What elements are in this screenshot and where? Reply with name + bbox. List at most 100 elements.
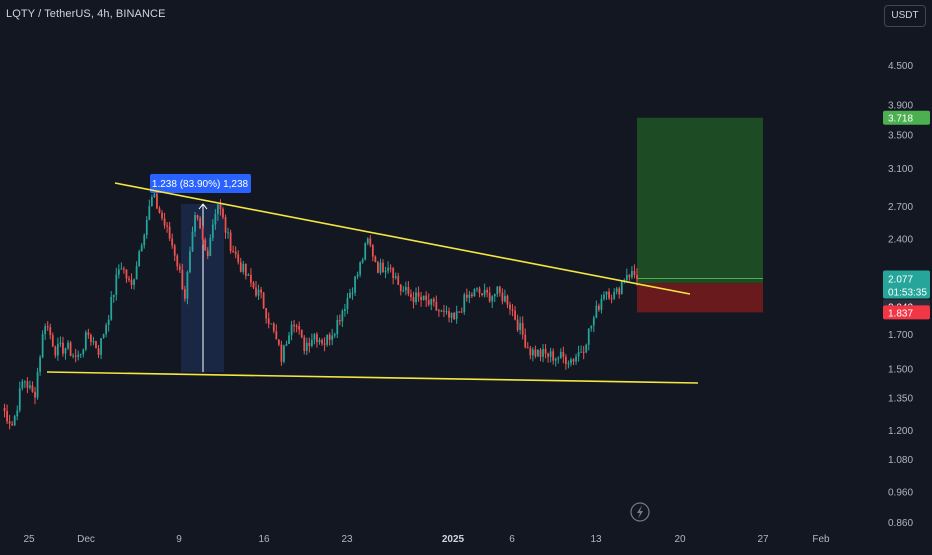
stop-price-tag-bg <box>883 305 930 320</box>
candle-body <box>323 343 326 345</box>
candle <box>128 275 130 282</box>
candle-body <box>633 271 636 275</box>
candle-body <box>326 334 329 345</box>
candle <box>242 260 245 275</box>
candle-body <box>359 262 362 275</box>
candle <box>417 286 420 302</box>
currency-button[interactable]: USDT <box>884 5 926 27</box>
candle-body <box>465 294 468 298</box>
candle <box>628 273 631 281</box>
candle-body <box>62 342 64 354</box>
candle-body <box>59 342 62 344</box>
candle <box>168 221 171 242</box>
candle-body <box>524 334 527 348</box>
candles <box>3 191 638 430</box>
candle <box>595 300 598 319</box>
y-tick-label: 3.900 <box>888 101 913 112</box>
candle-body <box>402 290 405 292</box>
candle-body <box>544 348 547 354</box>
lightning-icon-glyph <box>637 505 643 519</box>
candle-body <box>554 358 557 361</box>
x-tick-label: 13 <box>590 534 602 545</box>
candle <box>603 291 605 301</box>
candle-body <box>333 334 336 336</box>
candle-body <box>435 301 438 311</box>
candle <box>387 261 389 274</box>
candle <box>570 357 572 367</box>
candle <box>153 192 156 199</box>
candle <box>509 301 511 315</box>
candle <box>265 307 268 324</box>
x-tick-label: 25 <box>23 534 35 545</box>
candle <box>250 268 252 287</box>
position-zones <box>637 117 763 313</box>
candle-body <box>458 311 461 313</box>
candle <box>511 304 514 317</box>
candle-body <box>117 269 120 275</box>
candle-body <box>496 286 499 295</box>
candle <box>453 311 456 321</box>
candle-body <box>504 295 506 302</box>
candle-body <box>262 292 265 309</box>
candle-body <box>417 292 420 297</box>
candle <box>303 335 306 355</box>
candle <box>290 320 293 341</box>
candle <box>519 316 522 335</box>
candle-body <box>183 289 186 299</box>
candle <box>496 286 499 298</box>
candle <box>539 347 542 362</box>
candle <box>163 212 166 229</box>
candle <box>437 308 440 317</box>
candle <box>244 263 247 280</box>
candle-body <box>49 327 52 336</box>
candle <box>338 314 341 326</box>
candle <box>580 345 583 353</box>
candle <box>252 280 255 290</box>
candle <box>412 291 415 309</box>
candle-body <box>39 357 41 372</box>
symbol-title: LQTY / TetherUS, 4h, BINANCE <box>6 8 166 20</box>
candle-body <box>26 381 29 388</box>
lightning-icon[interactable] <box>630 502 650 522</box>
measure-label-bg <box>150 174 251 193</box>
candle-body <box>219 204 222 210</box>
candle-body <box>562 352 565 357</box>
candle <box>600 294 603 314</box>
candle-body <box>150 197 153 207</box>
candle-body <box>158 208 161 213</box>
candle-body <box>156 193 158 209</box>
candle <box>224 214 227 239</box>
price-axis: 4.500 3.900 3.500 3.100 2.700 2.400 1.700 1.500… <box>888 61 913 529</box>
candle-body <box>407 287 410 294</box>
candle <box>554 357 557 367</box>
candle <box>138 249 141 267</box>
candle-body <box>605 291 608 295</box>
candle <box>69 340 72 357</box>
x-tick-label: 6 <box>509 534 515 545</box>
candle-body <box>229 232 232 252</box>
candle-body <box>450 313 453 318</box>
candle-body <box>354 276 356 293</box>
candle <box>283 344 285 364</box>
candle-body <box>374 256 377 262</box>
candle <box>349 288 351 299</box>
candle-body <box>628 275 631 278</box>
candle <box>379 258 382 276</box>
candle-body <box>247 274 250 276</box>
candle <box>84 330 87 352</box>
candle <box>384 266 387 279</box>
candle-body <box>382 262 384 273</box>
candle <box>222 207 224 220</box>
candle <box>280 340 283 366</box>
candle <box>547 352 549 363</box>
candle-body <box>181 269 184 290</box>
candle-body <box>270 323 273 325</box>
candle-body <box>217 204 219 214</box>
candle <box>399 283 402 296</box>
candle <box>521 316 524 340</box>
candle <box>567 360 570 369</box>
candle <box>173 243 176 262</box>
